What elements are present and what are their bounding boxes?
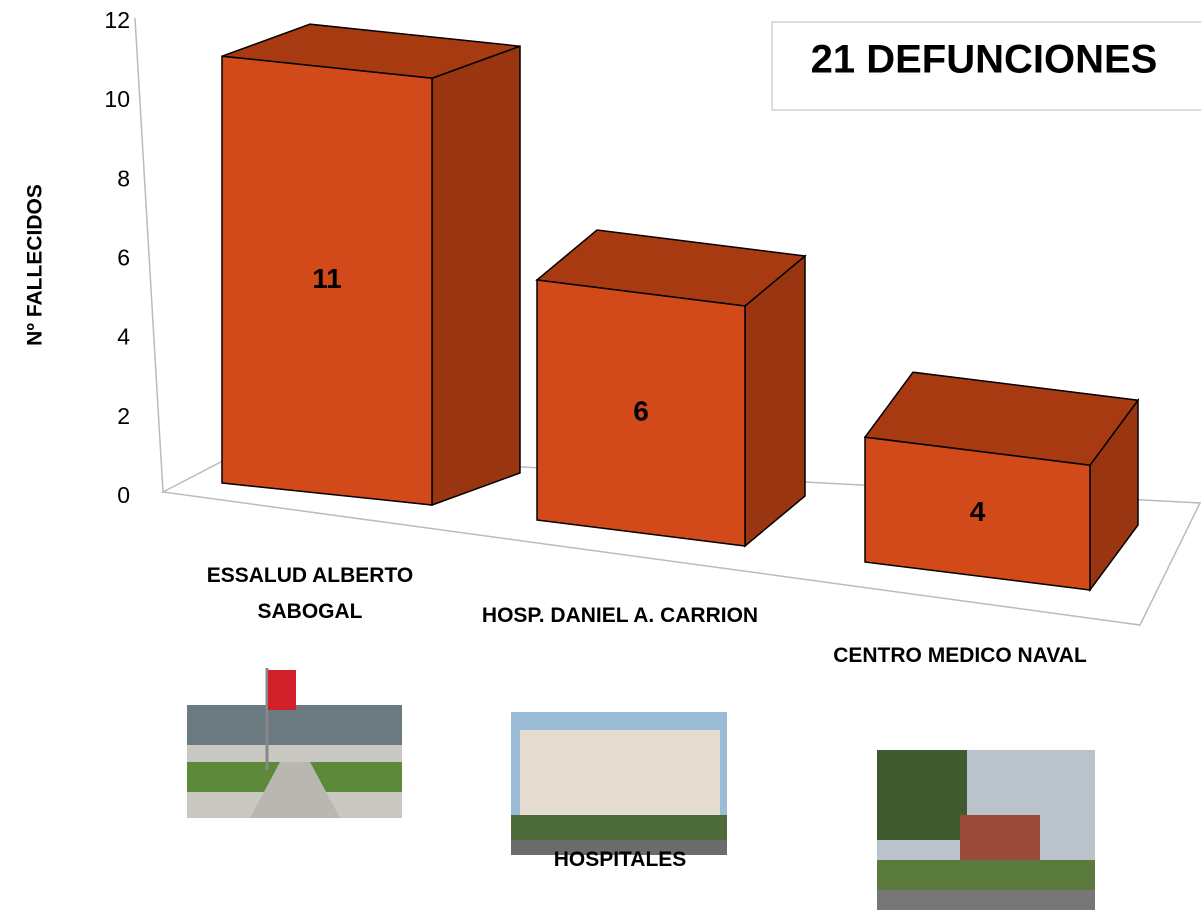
bar [864,436,1091,591]
y-tick-label: 2 [117,403,130,429]
x-tick-label: HOSP. DANIEL A. CARRION [481,604,759,627]
value-label: 4 [970,496,986,527]
y-tick-label: 4 [117,324,130,350]
bar [536,279,746,547]
y-tick-label: 10 [104,86,130,112]
y-tick-label: 12 [104,7,130,33]
annotation-box [771,21,1201,111]
y-axis-title: Nº FALLECIDOS [24,184,47,346]
photo [187,668,402,818]
y-tick-label: 0 [117,482,130,508]
photo [877,750,1095,910]
floor [160,451,1201,626]
value-label: 6 [633,395,649,426]
x-tick-label: CENTRO MEDICO NAVAL [833,644,1087,667]
value-label: 11 [312,263,342,294]
annotation: 21 DEFUNCIONES [811,38,1158,82]
photo [511,712,727,855]
axis-wall-edge [134,17,164,493]
x-tick-label: ESSALUD ALBERTO SABOGAL [206,564,414,623]
bar [221,55,433,506]
y-tick-label: 6 [117,245,130,271]
bar-side [431,45,521,507]
y-tick-label: 8 [117,165,130,191]
bar-side [744,254,806,548]
x-axis-title: HOSPITALES [553,848,687,871]
